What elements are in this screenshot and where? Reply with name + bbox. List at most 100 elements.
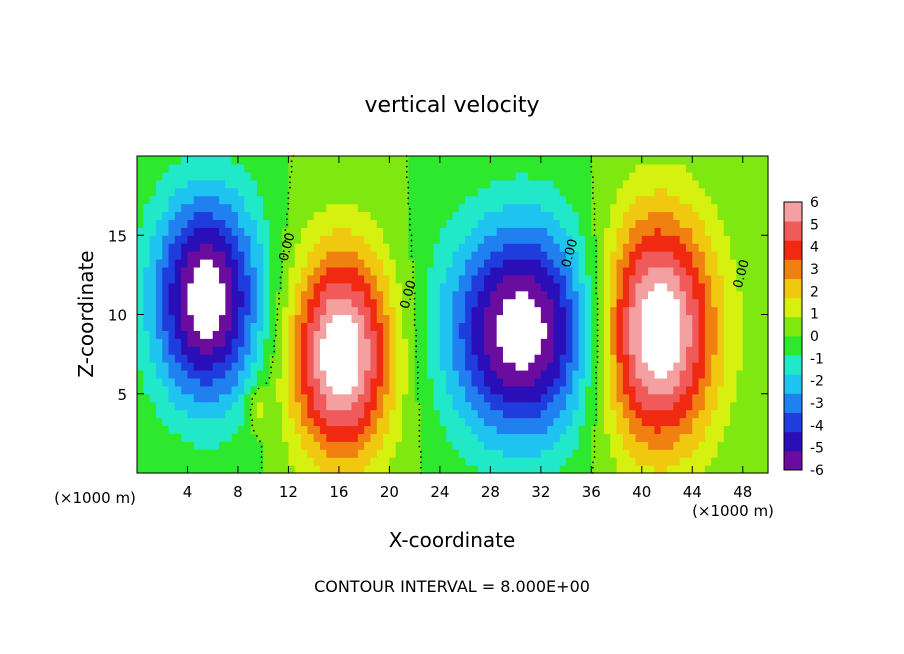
heatmap-cell (307, 259, 315, 268)
heatmap-cell (597, 330, 605, 339)
heatmap-cell (149, 433, 157, 442)
heatmap-cell (420, 346, 428, 355)
heatmap-cell (301, 425, 308, 434)
heatmap-cell (282, 171, 290, 181)
contour-point (286, 223, 288, 226)
heatmap-cell (250, 369, 258, 379)
heatmap-cell (351, 187, 359, 197)
heatmap-cell (256, 417, 264, 427)
heatmap-cell (692, 219, 700, 228)
heatmap-cell (452, 377, 460, 387)
heatmap-cell (433, 322, 441, 331)
heatmap-cell (433, 156, 441, 165)
heatmap-cell (597, 179, 605, 189)
heatmap-cell (597, 298, 605, 308)
heatmap-cell (376, 385, 384, 395)
heatmap-cell (723, 195, 731, 205)
heatmap-cell (458, 219, 466, 228)
heatmap-cell (200, 322, 208, 331)
heatmap-cell (515, 362, 523, 371)
heatmap-cell (685, 171, 693, 181)
heatmap-cell (521, 195, 529, 205)
heatmap-cell (162, 211, 170, 221)
heatmap-cell (219, 362, 226, 371)
heatmap-cell (465, 433, 473, 442)
heatmap-cell (528, 338, 536, 347)
contour-point (415, 334, 418, 337)
heatmap-cell (698, 433, 706, 442)
heatmap-cell (717, 377, 725, 387)
heatmap-cell (275, 433, 283, 442)
heatmap-cell (597, 163, 605, 173)
heatmap-cell (364, 195, 372, 205)
heatmap-cell (256, 369, 264, 379)
heatmap-cell (528, 393, 536, 403)
heatmap-cell (187, 211, 195, 221)
heatmap-cell (408, 251, 416, 260)
heatmap-cell (484, 251, 491, 260)
heatmap-cell (559, 425, 567, 434)
heatmap-cell (540, 306, 548, 316)
heatmap-cell (648, 393, 656, 403)
heatmap-cell (326, 266, 334, 276)
heatmap-cell (143, 243, 151, 252)
heatmap-cell (332, 338, 340, 347)
heatmap-cell (692, 425, 700, 434)
heatmap-cell (408, 441, 416, 450)
heatmap-cell (502, 266, 510, 276)
heatmap-cell (446, 314, 454, 324)
heatmap-cell (225, 457, 233, 466)
heatmap-cell (585, 346, 592, 355)
heatmap-cell (193, 156, 201, 165)
heatmap-cell (155, 306, 163, 316)
heatmap-cell (313, 449, 321, 458)
heatmap-cell (603, 156, 611, 165)
heatmap-cell (471, 282, 479, 292)
heatmap-cell (162, 409, 170, 419)
heatmap-cell (761, 425, 769, 434)
heatmap-cell (723, 346, 731, 355)
heatmap-cell (730, 211, 738, 221)
heatmap-cell (471, 346, 479, 355)
heatmap-cell (521, 425, 529, 434)
heatmap-cell (282, 417, 290, 427)
heatmap-cell (244, 211, 252, 221)
heatmap-cell (370, 219, 378, 228)
heatmap-cell (149, 179, 157, 189)
heatmap-cell (237, 290, 245, 300)
heatmap-cell (755, 354, 763, 363)
heatmap-cell (534, 441, 542, 450)
heatmap-cell (749, 417, 756, 427)
heatmap-cell (654, 377, 662, 387)
heatmap-cell (427, 322, 435, 331)
heatmap-cell (275, 417, 283, 427)
heatmap-cell (610, 243, 618, 252)
heatmap-cell (439, 243, 447, 252)
heatmap-cell (502, 251, 510, 260)
heatmap-cell (338, 346, 346, 355)
heatmap-cell (162, 433, 170, 442)
heatmap-cell (534, 377, 542, 387)
heatmap-cell (648, 251, 656, 260)
heatmap-cell (698, 425, 706, 434)
heatmap-cell (742, 298, 750, 308)
heatmap-cell (250, 330, 258, 339)
heatmap-cell (521, 401, 529, 411)
heatmap-cell (553, 274, 561, 284)
heatmap-cell (307, 156, 315, 165)
heatmap-cell (389, 433, 397, 442)
heatmap-cell (622, 362, 630, 371)
heatmap-cell (496, 235, 504, 244)
contour-point (596, 297, 599, 300)
heatmap-cell (679, 322, 687, 331)
heatmap-cell (692, 457, 700, 466)
heatmap-cell (414, 156, 422, 165)
heatmap-cell (521, 465, 529, 474)
heatmap-cell (654, 330, 662, 339)
heatmap-cell (566, 417, 573, 427)
colorbar-tick-label: -3 (810, 396, 824, 412)
heatmap-cell (269, 179, 277, 189)
heatmap-cell (301, 330, 308, 339)
heatmap-cell (155, 290, 163, 300)
heatmap-cell (521, 385, 529, 395)
